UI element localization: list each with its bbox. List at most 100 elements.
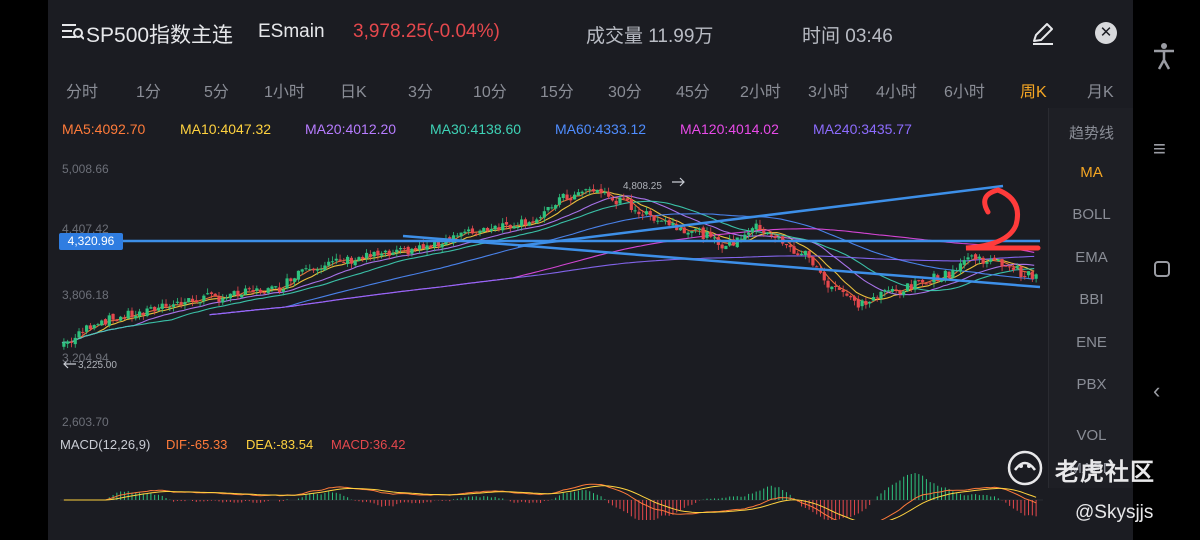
candle-body <box>213 293 217 296</box>
menu-icon[interactable]: ≡ <box>1153 136 1166 161</box>
tab-period[interactable]: 45分 <box>676 84 710 101</box>
back-chevron-icon[interactable]: ‹ <box>1153 378 1161 403</box>
candle-body <box>973 254 978 260</box>
instrument-title[interactable]: SP500指数主连 <box>86 24 234 47</box>
close-icon[interactable]: ✕ <box>1095 22 1117 44</box>
price-tag: 4,320.96 <box>59 233 123 250</box>
indicator-menu-item[interactable]: BOLL <box>1072 206 1111 223</box>
tab-period[interactable]: 10分 <box>473 84 507 101</box>
tab-period[interactable]: 4小时 <box>876 84 917 101</box>
candle-body <box>62 342 66 347</box>
ma-legend-item: MA60:4333.12 <box>555 121 647 137</box>
candle-body <box>300 269 304 272</box>
indicator-menu-item[interactable]: 趋势线 <box>1068 125 1114 142</box>
candle-body <box>690 231 694 233</box>
candle-body <box>100 320 104 326</box>
candle-body <box>807 251 811 258</box>
tab-period[interactable]: 15分 <box>540 84 574 101</box>
candle-body <box>156 307 161 311</box>
period-tabs: 分时 1分 5分 1小时 日K 3分 10分 15分 30分 45分 2小时 3小时 4小时 6小时 周K 月… <box>48 78 1133 102</box>
candle-body <box>224 297 229 299</box>
candle-body <box>659 220 664 222</box>
macd-dif-line <box>63 483 1037 520</box>
candle-body <box>894 289 898 291</box>
candle-body <box>588 189 592 191</box>
candle-body <box>799 253 804 256</box>
indicator-menu-item[interactable]: ENE <box>1076 334 1107 351</box>
candle-body <box>943 270 947 281</box>
candle-body <box>330 261 335 263</box>
candle-body <box>811 256 815 266</box>
candle-body <box>380 253 384 256</box>
tab-period[interactable]: 2小时 <box>740 84 781 101</box>
tab-period[interactable]: 分时 <box>66 84 99 101</box>
indicator-menu-item[interactable]: MA <box>1080 164 1103 181</box>
candle-body <box>266 288 270 293</box>
candle-body <box>989 259 993 262</box>
candle-body <box>849 295 853 298</box>
candle-body <box>970 255 974 257</box>
candle-body <box>470 228 475 234</box>
indicator-menu-item[interactable]: BBI <box>1079 291 1104 308</box>
tab-period[interactable]: 3分 <box>408 84 433 101</box>
candle-body <box>262 292 266 294</box>
indicator-menu-item[interactable]: MACD <box>1069 460 1114 477</box>
edit-pencil-icon[interactable] <box>1030 20 1056 46</box>
macd-dea-line <box>63 485 1037 520</box>
candle-body <box>520 219 524 226</box>
indicator-menu-item[interactable]: VOL <box>1076 427 1107 444</box>
candle-body <box>1011 267 1016 270</box>
candle-body <box>73 337 77 345</box>
candle-body <box>546 207 550 211</box>
tab-period[interactable]: 1小时 <box>264 84 305 101</box>
candle-body <box>66 341 70 344</box>
candle-body <box>985 262 989 264</box>
candle-body <box>463 231 467 234</box>
candle-body <box>149 307 153 309</box>
tab-period[interactable]: 周K <box>1020 84 1047 101</box>
candle-body <box>410 248 414 254</box>
candle-body <box>364 252 369 259</box>
tab-period[interactable]: 30分 <box>608 84 642 101</box>
home-square-icon[interactable] <box>1153 258 1171 284</box>
candle-body <box>996 259 1000 261</box>
tab-period[interactable]: 月K <box>1087 84 1114 101</box>
indicator-menu-item[interactable]: PBX <box>1076 376 1107 393</box>
candle-body <box>217 296 221 302</box>
candle-body <box>822 271 826 281</box>
tab-period[interactable]: 6小时 <box>944 84 985 101</box>
candle-body <box>977 256 981 259</box>
candle-body <box>754 223 758 230</box>
candle-body <box>92 325 96 329</box>
indicator-menu-item[interactable]: EMA <box>1075 249 1108 266</box>
candle-body <box>773 236 777 239</box>
candle-body <box>319 268 323 270</box>
candle-body <box>145 308 149 316</box>
tab-period[interactable]: 5分 <box>204 84 229 101</box>
candle-body <box>137 311 142 317</box>
candle-body <box>342 262 346 264</box>
trend-line <box>517 184 1004 248</box>
candle-body <box>788 245 792 248</box>
candle-body <box>902 291 906 296</box>
candle-body <box>924 283 929 285</box>
candle-body <box>194 300 198 303</box>
candle-body <box>947 271 951 278</box>
candle-body <box>538 217 543 219</box>
candle-body <box>334 258 338 261</box>
candle-body <box>168 307 172 309</box>
candle-body <box>414 248 418 250</box>
menu-list-icon[interactable] <box>62 22 84 40</box>
tab-period[interactable]: 1分 <box>136 84 161 101</box>
candle-body <box>440 244 444 248</box>
accessibility-icon[interactable] <box>1153 42 1175 76</box>
tab-period[interactable]: 3小时 <box>808 84 849 101</box>
candle-body <box>871 297 876 301</box>
candle-body <box>251 290 255 293</box>
kline-chart[interactable] <box>48 140 1048 520</box>
tab-period[interactable]: 日K <box>340 84 367 101</box>
candle-body <box>917 280 921 282</box>
candle-body <box>198 302 202 304</box>
candle-body <box>603 192 607 194</box>
candle-body <box>830 286 834 290</box>
